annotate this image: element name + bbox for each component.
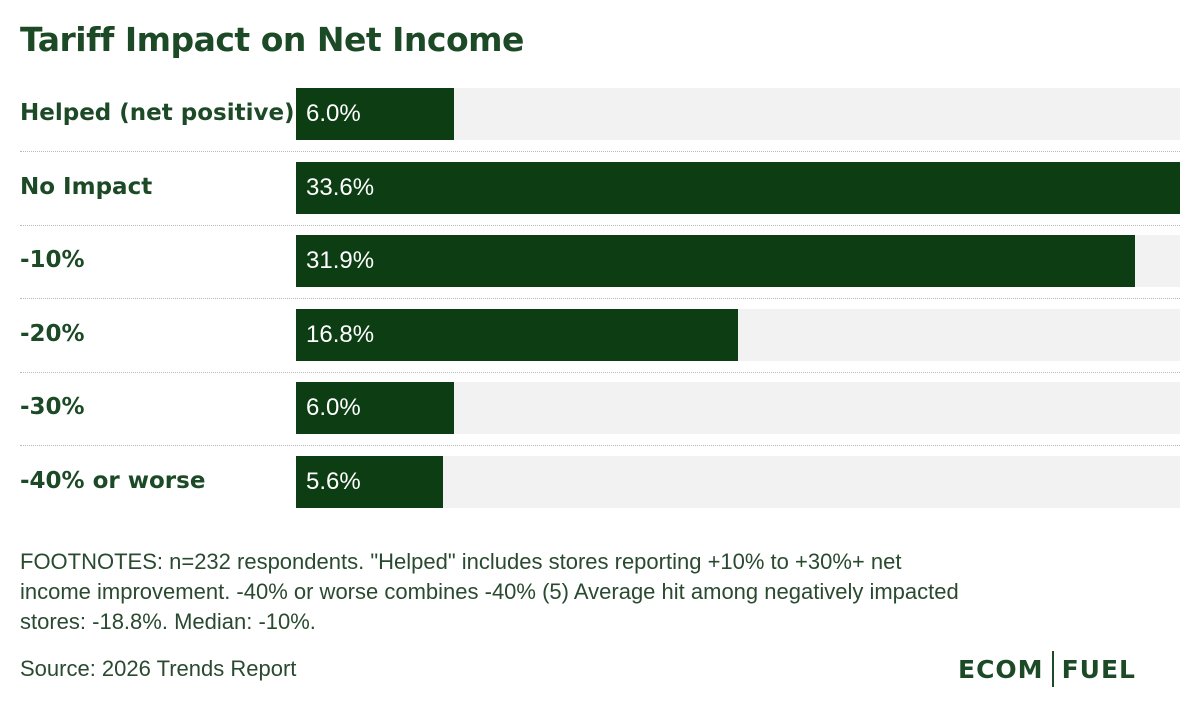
- category-label: -30%: [20, 394, 85, 420]
- bar-value-label: 5.6%: [306, 468, 361, 495]
- bar-row: -10% 31.9%: [0, 235, 1200, 287]
- bar-row: -20% 16.8%: [0, 309, 1200, 361]
- bar-track: 16.8%: [296, 309, 1180, 361]
- row-divider: [20, 151, 1180, 152]
- bar: [296, 382, 454, 434]
- category-label: -20%: [20, 321, 85, 347]
- category-label: -40% or worse: [20, 468, 206, 494]
- row-divider: [20, 372, 1180, 373]
- ecomfuel-logo: ECOM FUEL: [958, 650, 1180, 688]
- bar: [296, 456, 443, 508]
- row-divider: [20, 225, 1180, 226]
- row-divider: [20, 298, 1180, 299]
- bar-track: 6.0%: [296, 88, 1180, 140]
- bar-row: -40% or worse 5.6%: [0, 456, 1200, 508]
- bar: [296, 88, 454, 140]
- bar: [296, 162, 1180, 214]
- logo-separator: [1051, 651, 1054, 687]
- logo-text-right: FUEL: [1061, 654, 1136, 684]
- bar-row: Helped (net positive) 6.0%: [0, 88, 1200, 140]
- category-label: No Impact: [20, 174, 153, 200]
- logo-text-left: ECOM: [958, 654, 1044, 684]
- category-label: Helped (net positive): [20, 100, 295, 126]
- bar-chart: Helped (net positive) 6.0% No Impact 33.6% -…: [0, 88, 1200, 518]
- footnote: FOOTNOTES: n=232 respondents. "Helped" i…: [20, 549, 959, 634]
- bar: [296, 309, 738, 361]
- bar: [296, 235, 1135, 287]
- bar-track: 6.0%: [296, 382, 1180, 434]
- bar-track: 5.6%: [296, 456, 1180, 508]
- chart-title: Tariff Impact on Net Income: [20, 20, 524, 59]
- row-divider: [20, 445, 1180, 446]
- bar-track: 31.9%: [296, 235, 1180, 287]
- bar-value-label: 16.8%: [306, 321, 375, 348]
- bar-value-label: 6.0%: [306, 394, 361, 421]
- source-note: Source: 2026 Trends Report: [20, 656, 297, 681]
- bar-value-label: 31.9%: [306, 247, 375, 274]
- bar-track: 33.6%: [296, 162, 1180, 214]
- bar-value-label: 33.6%: [306, 174, 375, 201]
- category-label: -10%: [20, 247, 85, 273]
- bar-row: No Impact 33.6%: [0, 162, 1200, 214]
- bar-value-label: 6.0%: [306, 100, 361, 127]
- bar-row: -30% 6.0%: [0, 382, 1200, 434]
